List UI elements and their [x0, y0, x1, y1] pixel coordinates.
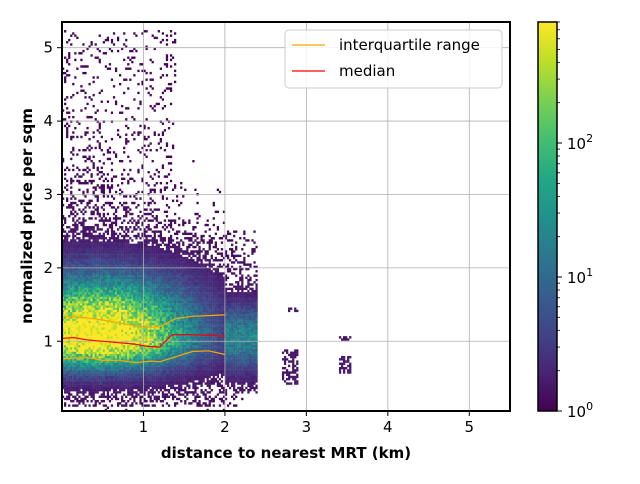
x-tick-label: 5 — [464, 418, 474, 436]
y-tick-label: 3 — [43, 185, 53, 203]
y-tick-label: 5 — [43, 39, 53, 57]
y-axis-ticks: 1 2 3 4 5 — [43, 39, 62, 351]
colorbar-tick-label: 102 — [567, 132, 593, 153]
y-tick-label: 4 — [43, 112, 53, 130]
y-axis-label: normalized price per sqm — [18, 108, 36, 324]
colorbar-tick-label: 100 — [567, 400, 593, 421]
colorbar-gradient — [538, 22, 557, 411]
x-tick-label: 2 — [220, 418, 230, 436]
legend-label-median: median — [339, 62, 395, 80]
x-axis-ticks: 1 2 3 4 5 — [139, 411, 474, 436]
y-tick-label: 2 — [43, 259, 53, 277]
x-axis-label: distance to nearest MRT (km) — [161, 444, 411, 462]
x-tick-label: 3 — [302, 418, 312, 436]
colorbar-tick-label: 101 — [567, 266, 593, 287]
x-tick-label: 4 — [383, 418, 393, 436]
colorbar-tick-exponent: 1 — [586, 266, 593, 279]
colorbar-tick-exponent: 0 — [586, 400, 593, 413]
x-tick-label: 1 — [139, 418, 149, 436]
y-tick-label: 1 — [43, 332, 53, 350]
legend-label-interquartile-range: interquartile range — [339, 36, 480, 54]
legend: interquartile range median — [285, 30, 502, 88]
colorbar-tick-exponent: 2 — [586, 132, 593, 145]
